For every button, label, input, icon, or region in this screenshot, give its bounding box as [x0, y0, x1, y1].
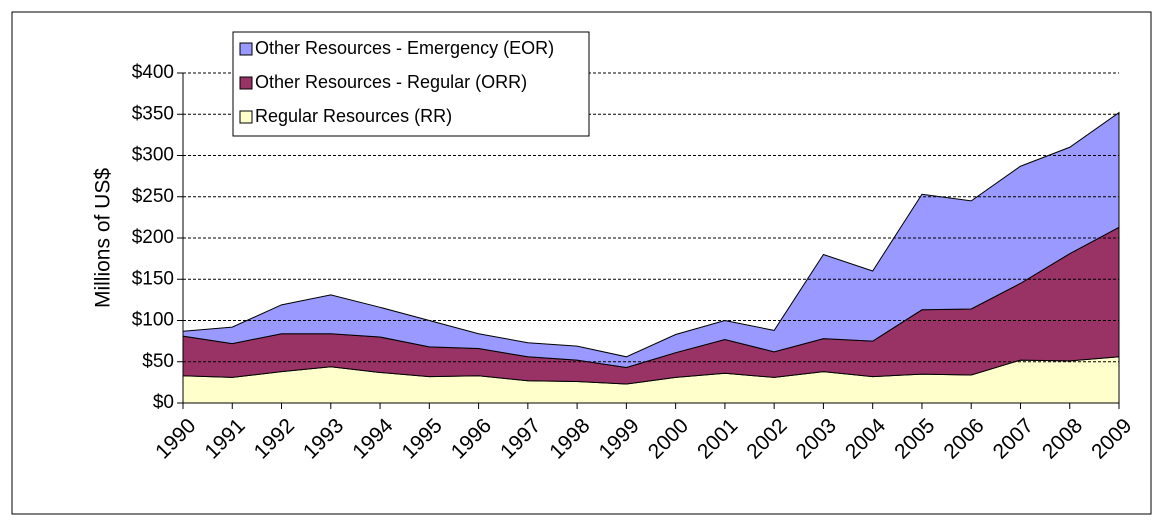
legend-label: Other Resources - Emergency (EOR) [255, 38, 554, 58]
y-tick-label: $150 [132, 268, 174, 289]
y-tick-label: $250 [132, 186, 174, 207]
y-tick-label: $50 [142, 351, 174, 372]
y-axis-label: Millions of US$ [92, 168, 115, 308]
y-tick-label: $300 [132, 145, 174, 166]
legend-swatch [239, 76, 253, 90]
legend-box [232, 31, 590, 137]
y-tick-label: $350 [132, 103, 174, 124]
y-tick-label: $200 [132, 227, 174, 248]
y-tick-label: $100 [132, 310, 174, 331]
legend-swatch [239, 110, 253, 124]
y-tick-label: $0 [153, 392, 174, 413]
y-tick-label: $400 [132, 62, 174, 83]
area [182, 111, 1120, 369]
legend-label: Regular Resources (RR) [255, 106, 452, 126]
legend-label: Other Resources - Regular (ORR) [255, 72, 527, 92]
legend-swatch [239, 42, 253, 56]
